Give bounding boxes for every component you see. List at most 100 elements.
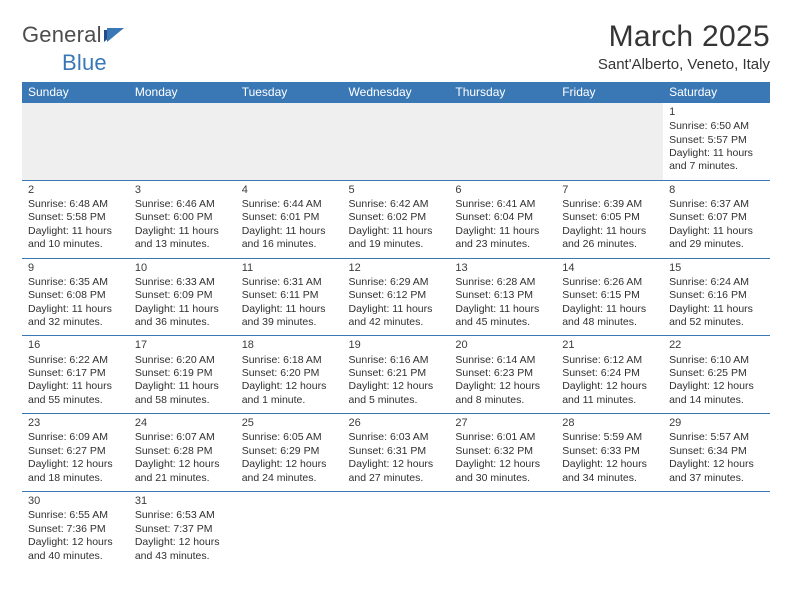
calendar-day-cell: 30Sunrise: 6:55 AMSunset: 7:36 PMDayligh…	[22, 492, 129, 569]
day-day2: and 45 minutes.	[455, 316, 550, 329]
day-number: 14	[562, 261, 657, 275]
day-day1: Daylight: 11 hours	[455, 303, 550, 316]
day-sunrise: Sunrise: 5:57 AM	[669, 431, 764, 444]
day-day1: Daylight: 11 hours	[669, 303, 764, 316]
calendar-day-cell: 19Sunrise: 6:16 AMSunset: 6:21 PMDayligh…	[343, 336, 450, 414]
day-day2: and 26 minutes.	[562, 238, 657, 251]
day-number: 21	[562, 338, 657, 352]
day-day2: and 34 minutes.	[562, 472, 657, 485]
day-sunset: Sunset: 6:23 PM	[455, 367, 550, 380]
day-day2: and 32 minutes.	[28, 316, 123, 329]
calendar-day-cell: 8Sunrise: 6:37 AMSunset: 6:07 PMDaylight…	[663, 180, 770, 258]
calendar-day-cell: 28Sunrise: 5:59 AMSunset: 6:33 PMDayligh…	[556, 414, 663, 492]
day-day2: and 11 minutes.	[562, 394, 657, 407]
calendar-day-cell: 17Sunrise: 6:20 AMSunset: 6:19 PMDayligh…	[129, 336, 236, 414]
day-number: 13	[455, 261, 550, 275]
day-number: 15	[669, 261, 764, 275]
weekday-sunday: Sunday	[22, 82, 129, 103]
calendar-day-cell: 14Sunrise: 6:26 AMSunset: 6:15 PMDayligh…	[556, 258, 663, 336]
day-sunset: Sunset: 6:31 PM	[349, 445, 444, 458]
weekday-thursday: Thursday	[449, 82, 556, 103]
day-number: 2	[28, 183, 123, 197]
day-number: 7	[562, 183, 657, 197]
day-day1: Daylight: 12 hours	[669, 380, 764, 393]
header: GeneralBlue March 2025 Sant'Alberto, Ven…	[22, 20, 770, 76]
logo-text: GeneralBlue	[22, 22, 126, 76]
day-sunrise: Sunrise: 6:26 AM	[562, 276, 657, 289]
calendar-day-cell: 16Sunrise: 6:22 AMSunset: 6:17 PMDayligh…	[22, 336, 129, 414]
day-day2: and 30 minutes.	[455, 472, 550, 485]
day-sunrise: Sunrise: 6:46 AM	[135, 198, 230, 211]
day-day1: Daylight: 11 hours	[562, 225, 657, 238]
day-day2: and 40 minutes.	[28, 550, 123, 563]
weekday-monday: Monday	[129, 82, 236, 103]
calendar-day-cell: 12Sunrise: 6:29 AMSunset: 6:12 PMDayligh…	[343, 258, 450, 336]
day-sunrise: Sunrise: 6:18 AM	[242, 354, 337, 367]
day-sunrise: Sunrise: 6:29 AM	[349, 276, 444, 289]
day-sunset: Sunset: 6:19 PM	[135, 367, 230, 380]
calendar-day-cell	[663, 492, 770, 569]
day-number: 1	[669, 105, 764, 119]
calendar-day-cell: 6Sunrise: 6:41 AMSunset: 6:04 PMDaylight…	[449, 180, 556, 258]
day-day1: Daylight: 12 hours	[135, 536, 230, 549]
day-sunset: Sunset: 6:00 PM	[135, 211, 230, 224]
day-sunrise: Sunrise: 6:33 AM	[135, 276, 230, 289]
day-sunrise: Sunrise: 6:42 AM	[349, 198, 444, 211]
day-number: 31	[135, 494, 230, 508]
day-sunrise: Sunrise: 6:01 AM	[455, 431, 550, 444]
day-day1: Daylight: 11 hours	[28, 303, 123, 316]
day-day1: Daylight: 12 hours	[349, 380, 444, 393]
calendar-day-cell: 21Sunrise: 6:12 AMSunset: 6:24 PMDayligh…	[556, 336, 663, 414]
day-sunset: Sunset: 6:33 PM	[562, 445, 657, 458]
day-sunrise: Sunrise: 6:12 AM	[562, 354, 657, 367]
calendar-day-cell: 2Sunrise: 6:48 AMSunset: 5:58 PMDaylight…	[22, 180, 129, 258]
calendar-day-cell: 26Sunrise: 6:03 AMSunset: 6:31 PMDayligh…	[343, 414, 450, 492]
day-day2: and 23 minutes.	[455, 238, 550, 251]
calendar-day-cell	[556, 492, 663, 569]
weekday-tuesday: Tuesday	[236, 82, 343, 103]
day-sunset: Sunset: 6:34 PM	[669, 445, 764, 458]
day-sunset: Sunset: 6:27 PM	[28, 445, 123, 458]
day-day1: Daylight: 11 hours	[349, 303, 444, 316]
day-sunset: Sunset: 6:29 PM	[242, 445, 337, 458]
day-number: 10	[135, 261, 230, 275]
day-number: 18	[242, 338, 337, 352]
day-day1: Daylight: 11 hours	[28, 225, 123, 238]
calendar-day-cell	[449, 492, 556, 569]
day-sunrise: Sunrise: 6:48 AM	[28, 198, 123, 211]
weekday-saturday: Saturday	[663, 82, 770, 103]
day-sunrise: Sunrise: 6:14 AM	[455, 354, 550, 367]
calendar-day-cell	[449, 103, 556, 180]
day-sunset: Sunset: 6:20 PM	[242, 367, 337, 380]
day-number: 25	[242, 416, 337, 430]
day-day2: and 10 minutes.	[28, 238, 123, 251]
day-number: 5	[349, 183, 444, 197]
day-number: 3	[135, 183, 230, 197]
day-day1: Daylight: 11 hours	[349, 225, 444, 238]
day-number: 19	[349, 338, 444, 352]
day-sunrise: Sunrise: 6:22 AM	[28, 354, 123, 367]
day-sunrise: Sunrise: 6:20 AM	[135, 354, 230, 367]
day-day1: Daylight: 12 hours	[242, 458, 337, 471]
weekday-header-row: Sunday Monday Tuesday Wednesday Thursday…	[22, 82, 770, 103]
day-number: 27	[455, 416, 550, 430]
calendar-body: 1Sunrise: 6:50 AMSunset: 5:57 PMDaylight…	[22, 103, 770, 569]
day-day1: Daylight: 12 hours	[135, 458, 230, 471]
calendar-day-cell: 20Sunrise: 6:14 AMSunset: 6:23 PMDayligh…	[449, 336, 556, 414]
day-number: 22	[669, 338, 764, 352]
day-day1: Daylight: 12 hours	[455, 458, 550, 471]
day-sunset: Sunset: 6:32 PM	[455, 445, 550, 458]
day-day2: and 18 minutes.	[28, 472, 123, 485]
calendar-week-row: 23Sunrise: 6:09 AMSunset: 6:27 PMDayligh…	[22, 414, 770, 492]
day-day1: Daylight: 11 hours	[669, 225, 764, 238]
calendar-week-row: 1Sunrise: 6:50 AMSunset: 5:57 PMDaylight…	[22, 103, 770, 180]
calendar-week-row: 30Sunrise: 6:55 AMSunset: 7:36 PMDayligh…	[22, 492, 770, 569]
day-day2: and 37 minutes.	[669, 472, 764, 485]
day-sunset: Sunset: 6:17 PM	[28, 367, 123, 380]
calendar-week-row: 2Sunrise: 6:48 AMSunset: 5:58 PMDaylight…	[22, 180, 770, 258]
calendar-day-cell	[343, 492, 450, 569]
calendar-day-cell: 5Sunrise: 6:42 AMSunset: 6:02 PMDaylight…	[343, 180, 450, 258]
day-day2: and 48 minutes.	[562, 316, 657, 329]
day-sunrise: Sunrise: 6:28 AM	[455, 276, 550, 289]
day-day1: Daylight: 11 hours	[455, 225, 550, 238]
